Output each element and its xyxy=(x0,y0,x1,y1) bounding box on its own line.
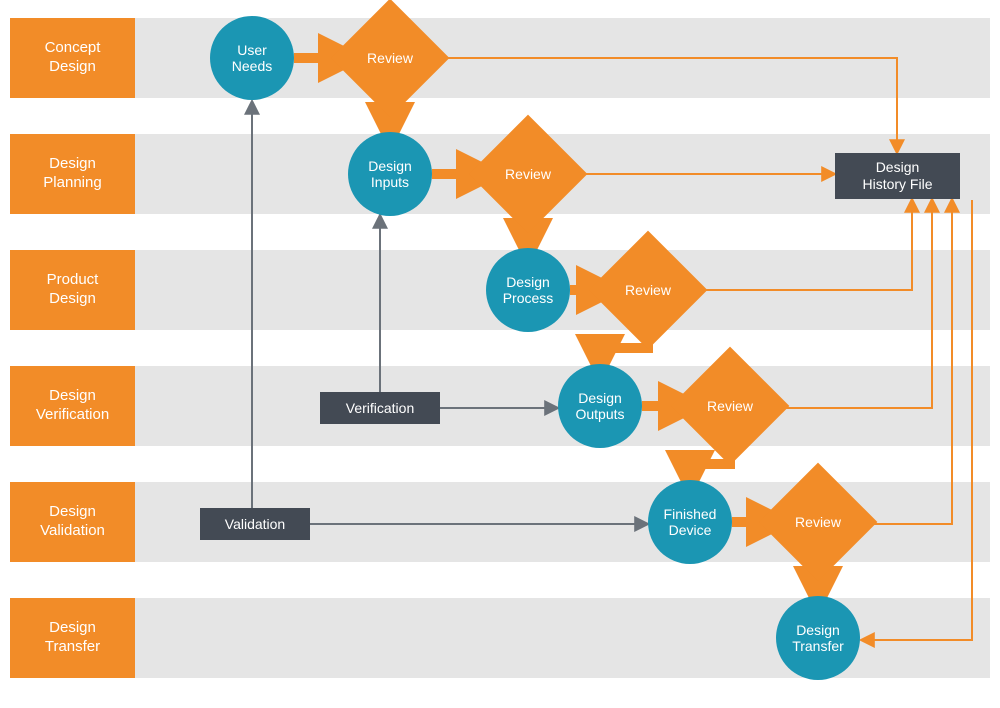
diamond-review-2: Review xyxy=(606,248,690,332)
phase-phase-verification: Design Verification xyxy=(10,366,135,446)
circle-design-outputs: Design Outputs xyxy=(558,364,642,448)
rect-validation: Validation xyxy=(200,508,310,540)
diamond-review-3: Review xyxy=(688,364,772,448)
circle-design-transfer-node: Design Transfer xyxy=(776,596,860,680)
rect-verification: Verification xyxy=(320,392,440,424)
phase-phase-transfer: Design Transfer xyxy=(10,598,135,678)
phase-phase-planning: Design Planning xyxy=(10,134,135,214)
rect-dhf: Design History File xyxy=(835,153,960,199)
diamond-review-4: Review xyxy=(776,480,860,564)
diamond-review-1: Review xyxy=(486,132,570,216)
diamond-review-0: Review xyxy=(348,16,432,100)
phase-phase-product: Product Design xyxy=(10,250,135,330)
circle-design-inputs: Design Inputs xyxy=(348,132,432,216)
circle-design-process: Design Process xyxy=(486,248,570,332)
phase-phase-validation: Design Validation xyxy=(10,482,135,562)
diagram-stage: Concept Design Design Planning Product Des… xyxy=(0,0,1000,708)
phase-phase-concept: Concept Design xyxy=(10,18,135,98)
row-bg-5 xyxy=(135,598,990,678)
circle-user-needs: User Needs xyxy=(210,16,294,100)
circle-finished-device: Finished Device xyxy=(648,480,732,564)
